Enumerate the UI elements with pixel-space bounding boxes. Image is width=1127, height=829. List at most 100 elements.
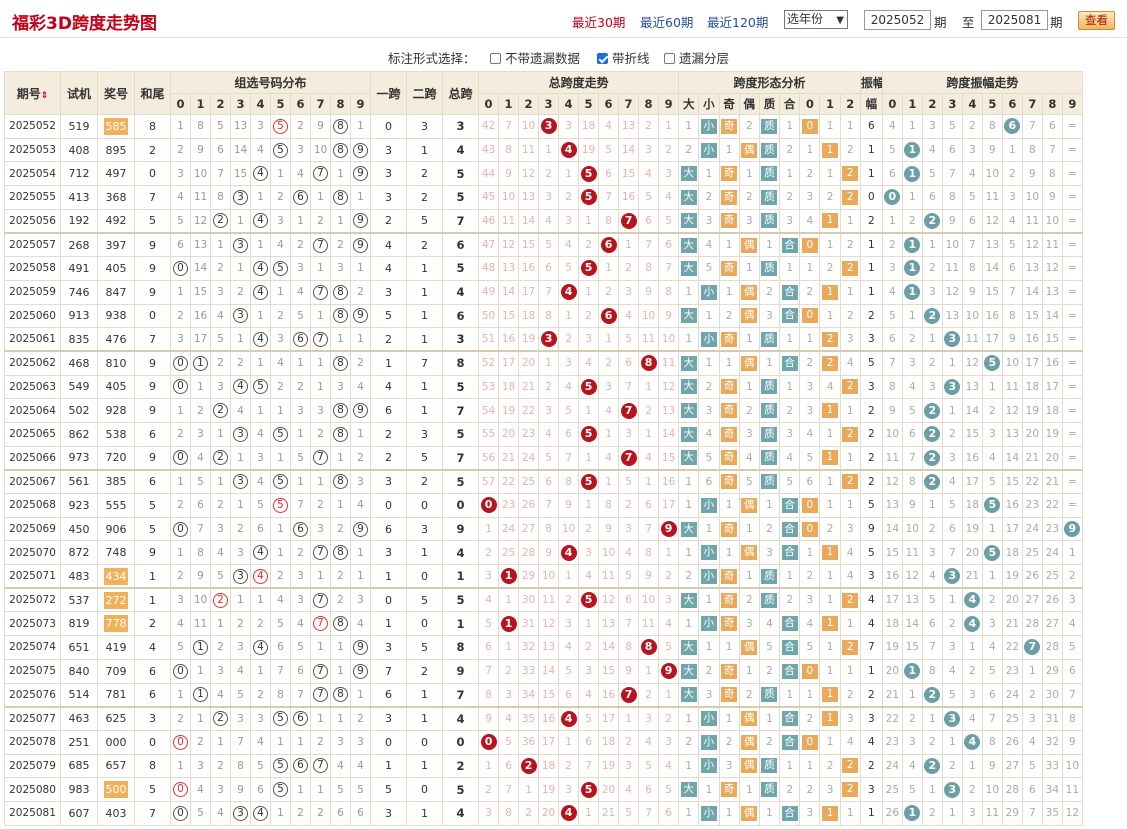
amp-trend-cell: 23 (881, 729, 903, 755)
option-polyline[interactable]: 带折线 (597, 48, 650, 67)
group-cell: 7 (310, 445, 331, 471)
amp-trend-cell: 9 (961, 279, 983, 305)
amplitude-cell: 3 (859, 705, 883, 731)
total-trend-cell: 5 (478, 611, 500, 637)
shape-cell: 6 (799, 468, 821, 494)
total-trend-cell: 33 (518, 658, 540, 684)
col-span1-header: 一跨 (370, 71, 408, 115)
recent-120-link[interactable]: 最近120期 (707, 15, 769, 30)
total-trend-cell: 11 (638, 611, 660, 637)
total-span-cell: 6 (442, 231, 480, 258)
option-omission-layer[interactable]: 遗漏分层 (664, 48, 729, 67)
group-cell: 2 (290, 540, 311, 566)
amp-ball: 6 (1004, 118, 1021, 135)
total-trend-cell: 4 (578, 350, 600, 376)
amp-trend-cell: 3 (941, 445, 963, 471)
amp-trend-cell: 6 (1021, 777, 1043, 802)
total-trend-cell: 3 (618, 516, 640, 542)
group-cell: 2 (170, 137, 191, 163)
group-cell: 1 (349, 564, 372, 589)
col-tail-header: 和尾 (134, 71, 171, 115)
shape-cell: 奇 (718, 658, 740, 684)
shape-marker: 小 (700, 284, 717, 300)
col-amp-trend-header: 跨度振幅走势 (881, 71, 1083, 94)
shape-cell: 2 (799, 350, 821, 376)
group-cell: 5 (290, 445, 311, 471)
query-button[interactable]: 查看 (1078, 11, 1115, 30)
sort-icon[interactable]: ⇕ (40, 90, 49, 101)
group-cell: 5 (270, 114, 291, 139)
shape-marker: 合 (781, 308, 798, 324)
amp-trend-cell: 14 (1041, 303, 1063, 329)
group-cell: 1 (330, 208, 351, 234)
from-issue-input[interactable]: 2025052 (864, 10, 931, 30)
group-cell: 2 (330, 564, 351, 589)
group-cell: 8 (330, 611, 351, 637)
group-number-ring: 7 (313, 284, 328, 300)
shape-cell: 4 (698, 231, 720, 258)
shape-marker: 大 (680, 426, 697, 442)
checkbox-omission-layer[interactable] (664, 53, 675, 64)
trial-cell: 685 (60, 753, 98, 779)
checkbox-no-omission[interactable] (490, 53, 501, 64)
amp-trend-cell: 3 (921, 540, 943, 566)
group-cell: 4 (170, 611, 191, 637)
shape-marker: 2 (842, 379, 859, 395)
total-trend-cell: 6 (598, 303, 620, 329)
total-trend-cell: 25 (498, 540, 520, 566)
total-trend-cell: 1 (578, 611, 600, 637)
prize-cell: 272 (97, 587, 135, 613)
prize-cell: 419 (97, 635, 135, 660)
prize-cell: 748 (97, 540, 135, 566)
total-span-ball: 5 (580, 189, 597, 206)
amp-trend-cell: 17 (1021, 350, 1043, 376)
group-cell: 8 (330, 350, 351, 376)
amp-trend-cell: 13 (901, 587, 923, 613)
recent-30-link[interactable]: 最近30期 (572, 15, 626, 30)
total-trend-cell: 2 (618, 493, 640, 518)
amp-trend-cell: 28 (1021, 611, 1043, 637)
shape-cell: 3 (698, 682, 720, 708)
total-trend-cell: 3 (538, 114, 560, 139)
shape-cell: 1 (819, 231, 841, 258)
shape-cell: 奇 (718, 777, 740, 802)
trial-cell: 913 (60, 303, 98, 329)
to-issue-input[interactable]: 2025081 (981, 10, 1048, 30)
total-trend-cell: 4 (638, 445, 660, 471)
shape-cell: 4 (839, 540, 861, 566)
shape-cell: 3 (698, 398, 720, 423)
total-trend-cell: 3 (618, 279, 640, 305)
shape-cell: 大 (678, 635, 700, 660)
year-select[interactable]: 选年份 ▼ (784, 10, 848, 29)
total-trend-cell: 10 (538, 564, 560, 589)
total-span-ball: 5 (580, 592, 597, 609)
total-trend-cell: 6 (538, 256, 560, 281)
shape-cell: 2 (799, 564, 821, 589)
amplitude-cell: 2 (859, 398, 883, 423)
group-cell: 7 (310, 682, 331, 708)
group-cell: 9 (349, 303, 372, 329)
option-no-omission[interactable]: 不带遗漏数据 (490, 48, 580, 67)
amp-ball: 1 (904, 142, 921, 159)
group-cell: 8 (330, 114, 351, 139)
total-trend-cell: 8 (478, 682, 500, 708)
shape-marker: 小 (700, 616, 717, 632)
total-trend-cell: 2 (618, 729, 640, 755)
group-cell: 1 (310, 350, 331, 376)
shape-cell: 质 (758, 468, 781, 494)
total-trend-cell: 7 (618, 611, 640, 637)
shape-cell: 1 (698, 303, 720, 329)
group-cell: 3 (210, 279, 231, 305)
total-span-ball: 8 (640, 639, 657, 656)
amp-trend-cell: 1 (981, 516, 1003, 542)
group-cell: 3 (230, 564, 251, 589)
group-cell: 8 (330, 682, 351, 708)
col-amp-sub-header: 幅 (859, 93, 883, 115)
group-cell: 4 (250, 327, 271, 352)
group-number-ring: 8 (333, 308, 348, 324)
recent-60-link[interactable]: 最近60期 (640, 15, 694, 30)
shape-cell: 大 (678, 256, 700, 281)
checkbox-polyline[interactable] (597, 53, 608, 64)
group-cell: 4 (330, 753, 351, 779)
group-number-ring: 8 (333, 426, 348, 442)
